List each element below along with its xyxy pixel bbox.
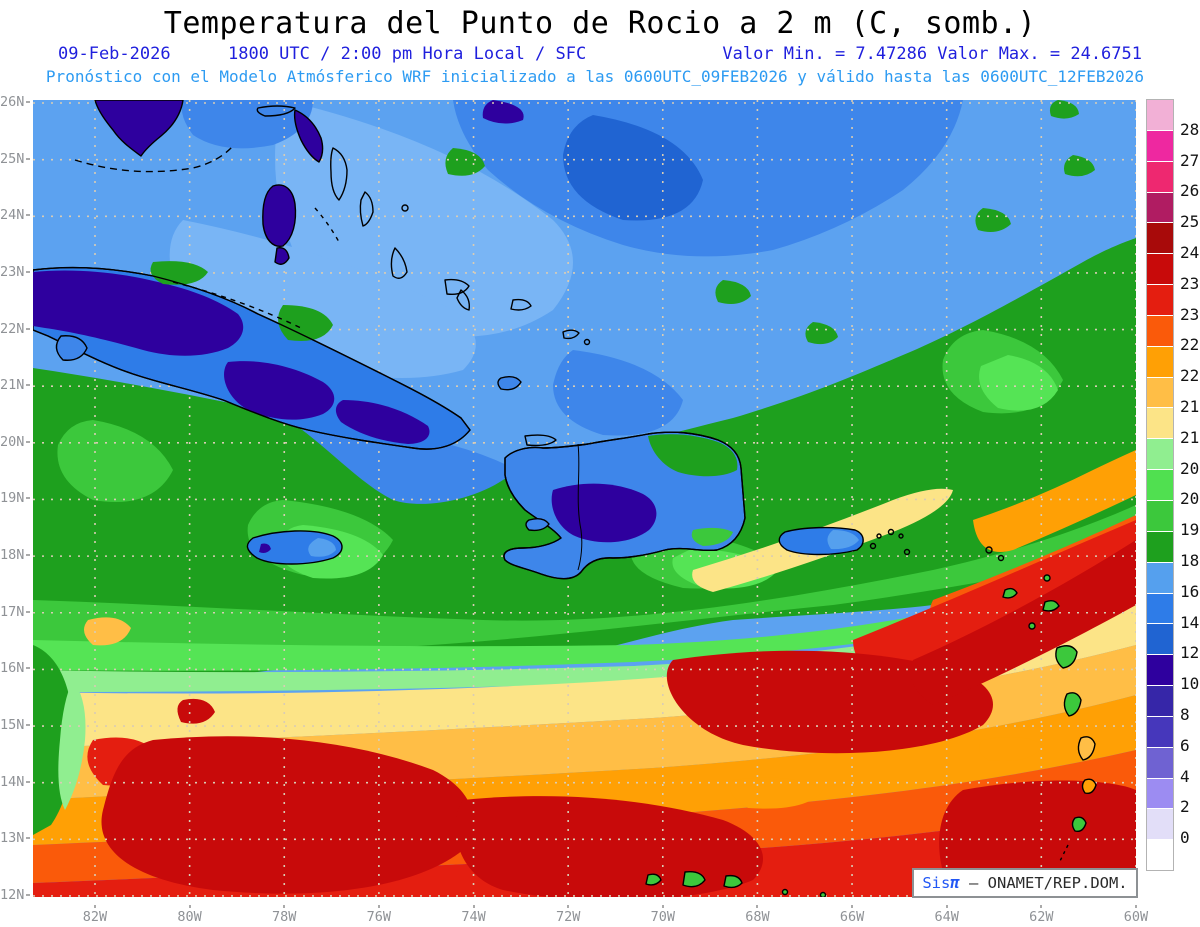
lat-label-22N: 22N (0, 321, 27, 337)
credit-box: Sis π – ONAMET/REP.DOM. (912, 868, 1138, 898)
min-max-values: Valor Min. = 7.47286 Valor Max. = 24.675… (722, 44, 1142, 64)
colorbar-label-28: 28 (1180, 119, 1200, 139)
colorbar-label-14: 14 (1180, 612, 1200, 632)
colorbar-segment-13 (1147, 500, 1173, 532)
hispaniola (503, 431, 746, 580)
colorbar-label-20.5: 20.5 (1180, 458, 1200, 478)
lat-label-13N: 13N (0, 830, 27, 846)
colorbar-label-18: 18 (1180, 551, 1200, 570)
colorbar-segment-3 (1147, 192, 1173, 224)
page-title: Temperatura del Punto de Rocio a 2 m (C,… (163, 6, 1037, 41)
colorbar-label-12: 12 (1180, 643, 1200, 663)
lat-label-16N: 16N (0, 660, 27, 676)
credit-text: – ONAMET/REP.DOM. (959, 874, 1128, 892)
colorbar-segment-10 (1147, 408, 1173, 440)
sispi-brand: Sis (922, 874, 951, 892)
lat-label-17N: 17N (0, 604, 27, 620)
lat-label-14N: 14N (0, 774, 27, 790)
colorbar-label-21.5: 21.5 (1180, 397, 1200, 416)
lon-label-74W: 74W (452, 905, 496, 925)
puerto-rico-and-virgins (778, 526, 911, 556)
colorbar-label-20: 20 (1180, 489, 1200, 509)
lon-label-64W: 64W (925, 905, 969, 925)
colorbar-segment-0 (1147, 100, 1173, 131)
pi-symbol: π (950, 874, 960, 892)
colorbar-segment-16 (1147, 593, 1173, 625)
valid-date: 09-Feb-2026 (58, 44, 171, 64)
gridlines (33, 100, 1136, 897)
valid-time: 1800 UTC / 2:00 pm Hora Local / SFC (228, 44, 587, 64)
colorbar-segment-12 (1147, 470, 1173, 501)
colorbar-label-2: 2 (1180, 797, 1190, 817)
lat-label-25N: 25N (0, 151, 27, 167)
forecast-model-line: Pronóstico con el Modelo Atmósferico WRF… (45, 67, 1145, 86)
colorbar-label-27: 27 (1180, 150, 1200, 170)
colorbar-label-8: 8 (1180, 705, 1190, 724)
jamaica (246, 530, 343, 565)
lat-label-15N: 15N (0, 717, 27, 733)
lon-label-70W: 70W (641, 905, 685, 925)
lon-label-76W: 76W (357, 905, 401, 925)
lon-label-82W: 82W (73, 905, 117, 925)
colorbar-label-6: 6 (1180, 735, 1190, 755)
lon-label-72W: 72W (546, 905, 590, 925)
colorbar-segment-19 (1147, 686, 1173, 717)
colorbar-label-4: 4 (1180, 766, 1190, 786)
colorbar-segment-17 (1147, 624, 1173, 656)
colorbar-segment-7 (1147, 315, 1173, 347)
florida (74, 100, 234, 173)
lon-label-68W: 68W (735, 905, 779, 925)
colorbar-label-26: 26 (1180, 181, 1200, 201)
colorbar-segment-23 (1147, 809, 1173, 841)
lat-label-19N: 19N (0, 490, 27, 506)
bahamas (256, 105, 591, 391)
colorbar-segment-4 (1147, 223, 1173, 255)
colorbar-segment-5 (1147, 254, 1173, 286)
lat-label-23N: 23N (0, 264, 27, 280)
colorbar-label-23.5: 23.5 (1180, 273, 1200, 293)
cuba (33, 261, 471, 450)
abc-islands (645, 870, 827, 897)
colorbar-label-0: 0 (1180, 828, 1190, 848)
lat-label-12N: 12N (0, 887, 27, 903)
dark-red-cores (33, 540, 1136, 897)
lat-label-18N: 18N (0, 547, 27, 563)
colorbar-segment-18 (1147, 655, 1173, 687)
colorbar (1146, 99, 1174, 871)
lat-label-26N: 26N (0, 94, 27, 110)
lat-label-24N: 24N (0, 207, 27, 223)
map-canvas (33, 100, 1136, 897)
lon-label-66W: 66W (830, 905, 874, 925)
colorbar-segment-6 (1147, 285, 1173, 316)
colorbar-label-24.5: 24.5 (1180, 243, 1200, 262)
colorbar-segment-9 (1147, 377, 1173, 409)
colorbar-label-25: 25 (1180, 212, 1200, 232)
colorbar-segment-8 (1147, 346, 1173, 378)
colorbar-label-10: 10 (1180, 674, 1200, 694)
lon-label-60W: 60W (1114, 905, 1158, 925)
colorbar-segment-22 (1147, 778, 1173, 810)
colorbar-label-23: 23 (1180, 304, 1200, 324)
colorbar-segment-20 (1147, 716, 1173, 748)
colorbar-label-22: 22 (1180, 366, 1200, 386)
colorbar-segment-11 (1147, 439, 1173, 471)
colorbar-segment-2 (1147, 161, 1173, 193)
colorbar-segment-15 (1147, 562, 1173, 594)
lon-label-80W: 80W (168, 905, 212, 925)
colorbar-label-22.5: 22.5 (1180, 335, 1200, 355)
lat-label-21N: 21N (0, 377, 27, 393)
lat-label-20N: 20N (0, 434, 27, 450)
dewpoint-field-svg (33, 100, 1136, 897)
colorbar-segment-24 (1147, 840, 1173, 871)
colorbar-segment-21 (1147, 747, 1173, 779)
lon-label-62W: 62W (1019, 905, 1063, 925)
colorbar-segment-1 (1147, 130, 1173, 162)
lon-label-78W: 78W (262, 905, 306, 925)
colorbar-segment-14 (1147, 531, 1173, 563)
colorbar-label-19: 19 (1180, 520, 1200, 540)
colorbar-label-21: 21 (1180, 427, 1200, 447)
colorbar-label-16: 16 (1180, 581, 1200, 601)
